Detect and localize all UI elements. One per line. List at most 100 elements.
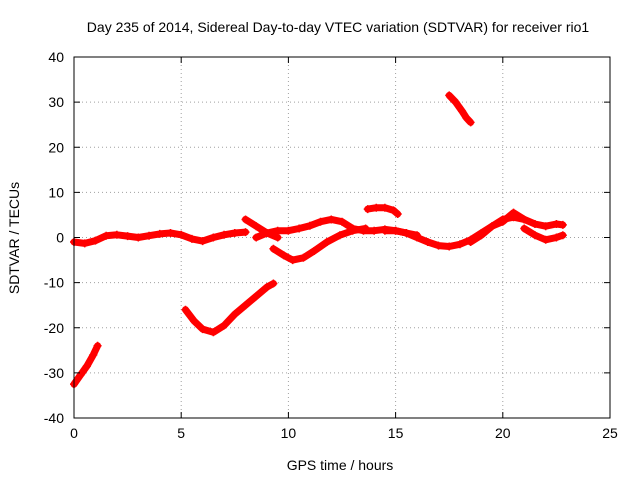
series-arc-6	[269, 224, 370, 265]
data-point	[295, 224, 304, 233]
series-arc-11	[520, 224, 567, 244]
y-tick-label: -10	[44, 275, 64, 291]
data-point	[198, 325, 207, 334]
data-point	[241, 228, 250, 237]
data-point	[393, 210, 402, 219]
data-point	[80, 239, 89, 248]
data-point	[252, 292, 261, 301]
data-point	[241, 215, 250, 224]
data-point	[299, 253, 308, 262]
y-tick-label: -30	[44, 365, 64, 381]
data-point	[280, 251, 289, 260]
data-point	[310, 247, 319, 256]
y-tick-label: 20	[48, 139, 64, 155]
data-point	[93, 341, 102, 350]
data-point	[327, 215, 336, 224]
data-point	[348, 226, 357, 235]
y-tick-label: 30	[48, 94, 64, 110]
series-arc-3	[181, 279, 278, 337]
x-tick-label: 0	[70, 425, 78, 441]
data-point	[209, 328, 218, 337]
data-point	[273, 226, 282, 235]
data-point	[552, 233, 561, 242]
data-point	[558, 220, 567, 229]
data-point	[252, 222, 261, 231]
data-point	[391, 226, 400, 235]
chart-title: Day 235 of 2014, Sidereal Day-to-day VTE…	[87, 19, 590, 35]
data-point	[423, 238, 432, 247]
data-point	[402, 228, 411, 237]
data-point	[145, 231, 154, 240]
data-point	[252, 233, 261, 242]
data-point	[370, 226, 379, 235]
data-point	[241, 301, 250, 310]
series-arc-1	[70, 341, 102, 389]
data-point	[123, 232, 132, 241]
data-point	[89, 350, 98, 359]
data-point	[230, 310, 239, 319]
data-point	[530, 219, 539, 228]
data-point	[558, 231, 567, 240]
data-point	[284, 226, 293, 235]
data-point	[509, 208, 518, 217]
data-points	[70, 91, 567, 389]
axis-ticks: 0 5 10 15 20 25 -40 -30 -20 -10 0 10 20 30 40	[44, 49, 618, 441]
data-point	[198, 237, 207, 246]
data-point	[462, 113, 471, 122]
data-point	[488, 222, 497, 231]
y-tick-label: -20	[44, 320, 64, 336]
data-point	[82, 362, 91, 371]
y-tick-label: -40	[44, 410, 64, 426]
data-point	[335, 231, 344, 240]
data-point	[338, 217, 346, 226]
series-trail	[70, 342, 102, 388]
y-tick-label: 10	[48, 184, 64, 200]
data-point	[451, 98, 460, 107]
x-tick-label: 25	[602, 425, 618, 441]
data-point	[262, 283, 271, 292]
data-point	[380, 226, 389, 235]
series-arc-7	[363, 203, 402, 219]
data-point	[455, 240, 464, 249]
data-point	[273, 233, 282, 242]
x-tick-label: 10	[281, 425, 297, 441]
data-point	[187, 234, 196, 243]
data-point	[316, 217, 325, 226]
data-point	[155, 229, 164, 238]
data-point	[112, 230, 121, 239]
data-point	[530, 231, 539, 240]
data-point	[445, 91, 454, 100]
data-point	[520, 215, 529, 224]
series-trail	[182, 280, 277, 336]
data-point	[220, 230, 229, 239]
data-point	[177, 230, 186, 239]
data-point	[541, 222, 550, 231]
y-tick-label: 40	[48, 49, 64, 65]
data-point	[445, 242, 454, 251]
data-point	[209, 233, 218, 242]
data-point	[361, 224, 370, 233]
x-tick-label: 5	[177, 425, 185, 441]
data-point	[322, 238, 331, 247]
x-tick-label: 20	[495, 425, 511, 441]
data-point	[269, 244, 278, 253]
data-point	[434, 241, 443, 250]
data-point	[181, 305, 190, 314]
data-point	[102, 231, 111, 240]
data-point	[541, 235, 550, 244]
data-point	[552, 219, 561, 228]
data-point	[190, 316, 199, 325]
series-trail	[467, 209, 567, 246]
data-point	[363, 205, 372, 214]
data-point	[305, 221, 314, 230]
x-tick-label: 15	[388, 425, 404, 441]
data-point	[166, 228, 175, 237]
data-point	[372, 203, 381, 212]
data-point	[458, 107, 467, 116]
data-point	[220, 321, 229, 330]
data-point	[413, 233, 422, 242]
data-point	[134, 233, 143, 242]
data-point	[91, 236, 100, 245]
data-point	[466, 238, 475, 247]
